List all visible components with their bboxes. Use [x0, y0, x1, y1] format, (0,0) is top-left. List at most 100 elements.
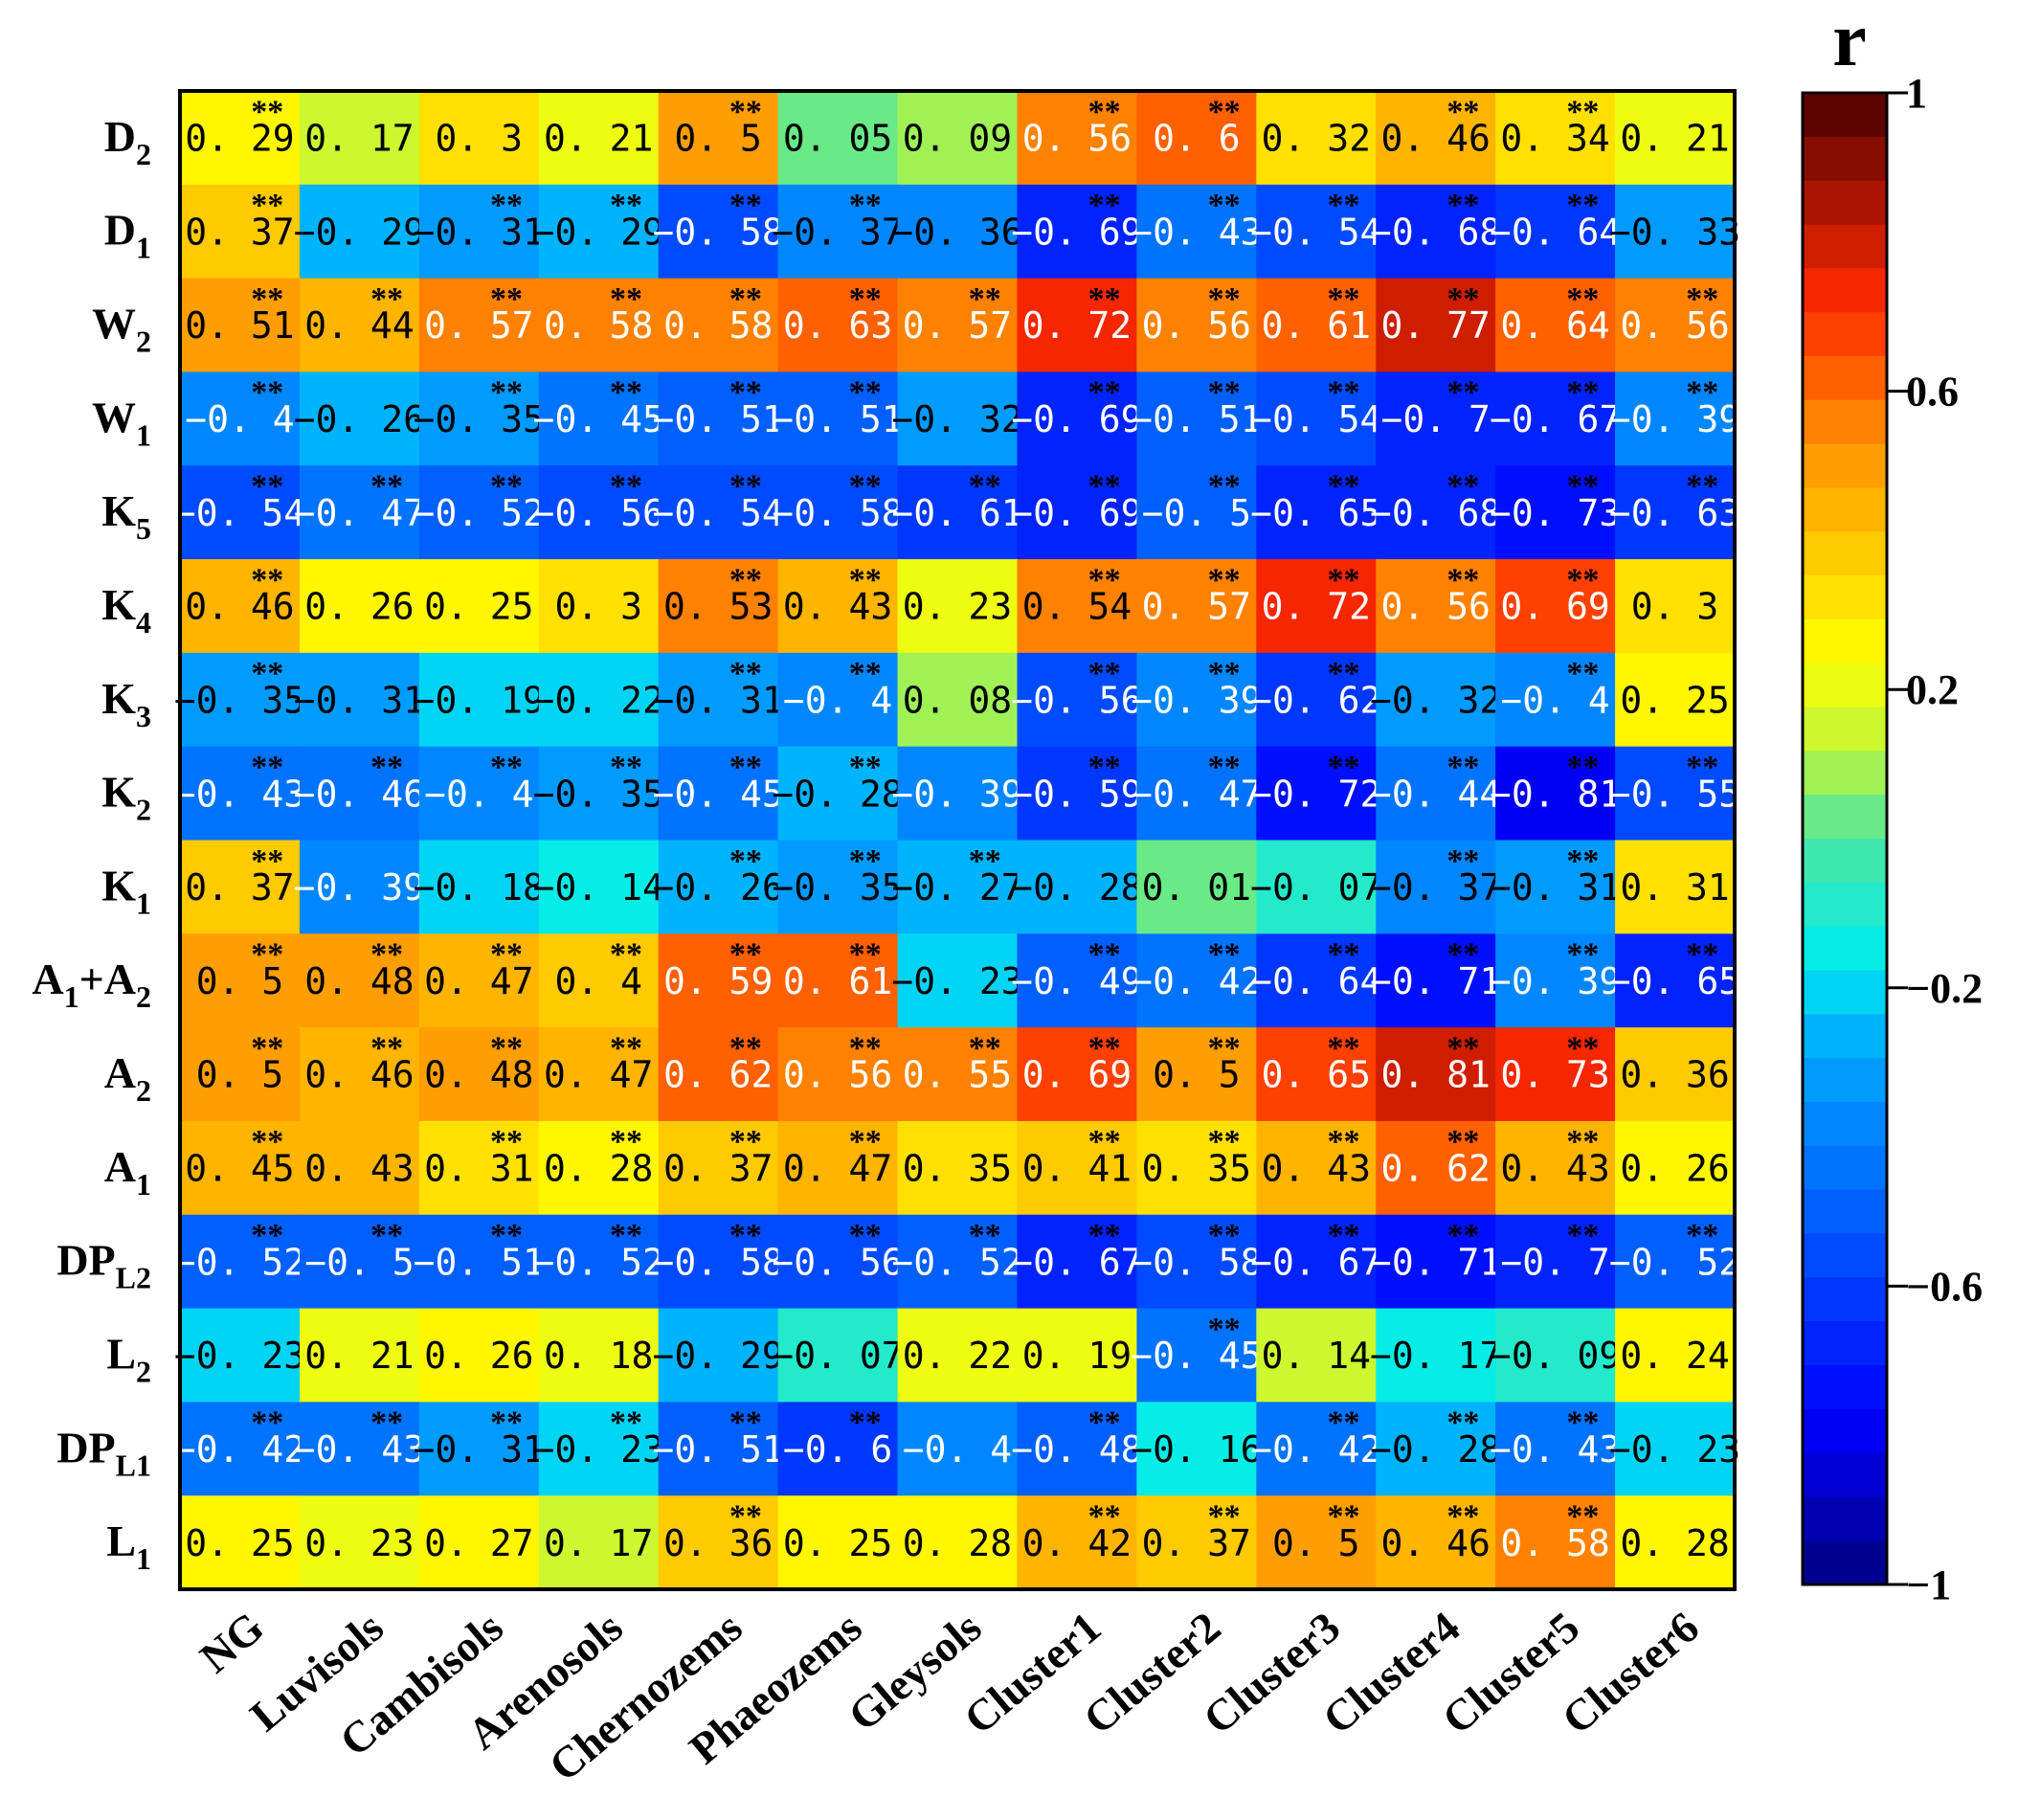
- significance-marker: **: [1686, 937, 1718, 973]
- cell-value: −0. 28: [772, 773, 903, 815]
- significance-marker: **: [1686, 281, 1718, 317]
- heatmap-cell: [777, 184, 899, 280]
- significance-marker: **: [610, 1218, 642, 1253]
- cell-value: 0. 36: [1620, 1054, 1729, 1096]
- heatmap-cell: [299, 465, 420, 560]
- cell-value: 0. 65: [1262, 1054, 1371, 1096]
- cell-value: 0. 25: [185, 1522, 294, 1564]
- cell-value: −0. 58: [653, 1241, 784, 1283]
- significance-marker: **: [1446, 562, 1479, 597]
- heatmap-cell: [658, 1308, 779, 1403]
- cell-value: −0. 51: [653, 398, 784, 440]
- colorbar-band: [1803, 795, 1887, 840]
- cell-value: 0. 56: [1142, 304, 1251, 347]
- cell-value: −0. 23: [891, 960, 1022, 1002]
- heatmap-cell: [897, 1495, 1019, 1590]
- row-label: K2: [101, 768, 151, 827]
- heatmap-cell: [658, 746, 779, 842]
- heatmap-cell: [538, 1214, 660, 1310]
- heatmap-cell: [1136, 933, 1257, 1028]
- significance-marker: **: [1088, 1218, 1121, 1253]
- cell-value: −0. 18: [414, 866, 545, 909]
- cell-value: 0. 21: [1620, 118, 1729, 160]
- cell-value: −0. 58: [1131, 1241, 1262, 1283]
- cell-value: 0. 43: [1500, 1148, 1609, 1190]
- cell-value: 0. 17: [304, 118, 414, 160]
- cell-value: 0. 26: [304, 586, 414, 628]
- cell-value: −0. 49: [1011, 960, 1142, 1002]
- row-label: K3: [101, 674, 151, 733]
- row-labels: D2 D1 W2 W1 K5 K4 K3 K2 K1 A1+A2 A2 A1 DPL2 L2 DPL1 L1: [32, 112, 151, 1576]
- significance-marker: **: [251, 656, 283, 691]
- cell-value: 0. 46: [1380, 118, 1490, 160]
- heatmap-cell: [1615, 840, 1736, 934]
- row-label: W2: [92, 300, 151, 359]
- heatmap-cell: [658, 278, 779, 373]
- cell-value: −0. 62: [1250, 679, 1381, 721]
- colorbar-tick-label: 1: [1906, 70, 1927, 117]
- cell-value: −0. 54: [174, 492, 305, 534]
- colorbar-band: [1803, 1496, 1887, 1541]
- cell-value: −0. 35: [772, 866, 903, 909]
- row-label: A2: [104, 1048, 151, 1108]
- cell-value: −0. 36: [891, 211, 1022, 253]
- heatmap-cell: [180, 465, 301, 560]
- heatmap-cell: [418, 184, 540, 280]
- heatmap-cell: [1615, 91, 1736, 186]
- significance-marker: **: [1566, 1218, 1599, 1253]
- significance-marker: **: [1566, 750, 1599, 785]
- significance-marker: **: [251, 281, 283, 317]
- cell-value: 0. 28: [1620, 1522, 1729, 1564]
- cell-value: −0. 54: [1250, 398, 1381, 440]
- cell-value: −0. 52: [414, 492, 545, 534]
- cell-value: −0. 39: [1609, 398, 1740, 440]
- cell-value: −0. 07: [1250, 866, 1381, 909]
- cell-value: 0. 5: [674, 118, 762, 160]
- cell-value: 0. 61: [1262, 304, 1371, 347]
- row-label: W1: [92, 393, 151, 452]
- heatmap-cell: [538, 371, 660, 466]
- cell-value: 0. 57: [903, 304, 1012, 347]
- cell-value: −0. 58: [772, 492, 903, 534]
- heatmap-cell: [418, 1120, 540, 1216]
- heatmap-cell: [658, 91, 779, 186]
- significance-marker: **: [1686, 750, 1718, 785]
- heatmap-cell: [777, 652, 899, 748]
- cell-value: 0. 08: [903, 679, 1012, 721]
- significance-marker: **: [729, 937, 762, 973]
- significance-marker: **: [610, 188, 642, 223]
- cell-value: −0. 07: [772, 1335, 903, 1377]
- significance-marker: **: [969, 1030, 1001, 1066]
- heatmap-cell: [1256, 1308, 1377, 1403]
- cell-value: −0. 56: [1011, 679, 1142, 721]
- heatmap-cell: [1376, 746, 1496, 842]
- cell-value: 0. 28: [903, 1522, 1012, 1564]
- heatmap-cell: [1376, 1308, 1496, 1403]
- cell-value: −0. 52: [1609, 1241, 1740, 1283]
- heatmap-cell: [897, 91, 1019, 186]
- cell-value: 0. 24: [1620, 1335, 1729, 1377]
- heatmap-cell: [418, 1495, 540, 1590]
- heatmap-cell: [418, 465, 540, 560]
- significance-marker: **: [729, 750, 762, 785]
- heatmap-cell: [897, 1214, 1019, 1310]
- heatmap-cell: [658, 371, 779, 466]
- cell-value: −0. 64: [1490, 211, 1621, 253]
- significance-marker: **: [1446, 375, 1479, 411]
- colorbar-band: [1803, 1189, 1887, 1235]
- significance-marker: **: [1446, 188, 1479, 223]
- cell-value: 0. 56: [1022, 118, 1132, 160]
- column-label: Cluster4: [1313, 1603, 1469, 1743]
- significance-marker: **: [1566, 375, 1599, 411]
- cell-value: 0. 28: [544, 1148, 653, 1190]
- heatmap-cell: [180, 91, 301, 186]
- significance-marker: **: [729, 281, 762, 317]
- heatmap-cell: [897, 1027, 1019, 1122]
- row-label: L1: [106, 1517, 151, 1576]
- significance-marker: **: [1208, 1312, 1241, 1347]
- cell-value: 0. 48: [424, 1054, 533, 1096]
- cell-value: 0. 72: [1262, 586, 1371, 628]
- significance-marker: **: [1328, 188, 1360, 223]
- heatmap-cell: [1136, 1495, 1257, 1590]
- cell-value: 0. 41: [1022, 1148, 1132, 1190]
